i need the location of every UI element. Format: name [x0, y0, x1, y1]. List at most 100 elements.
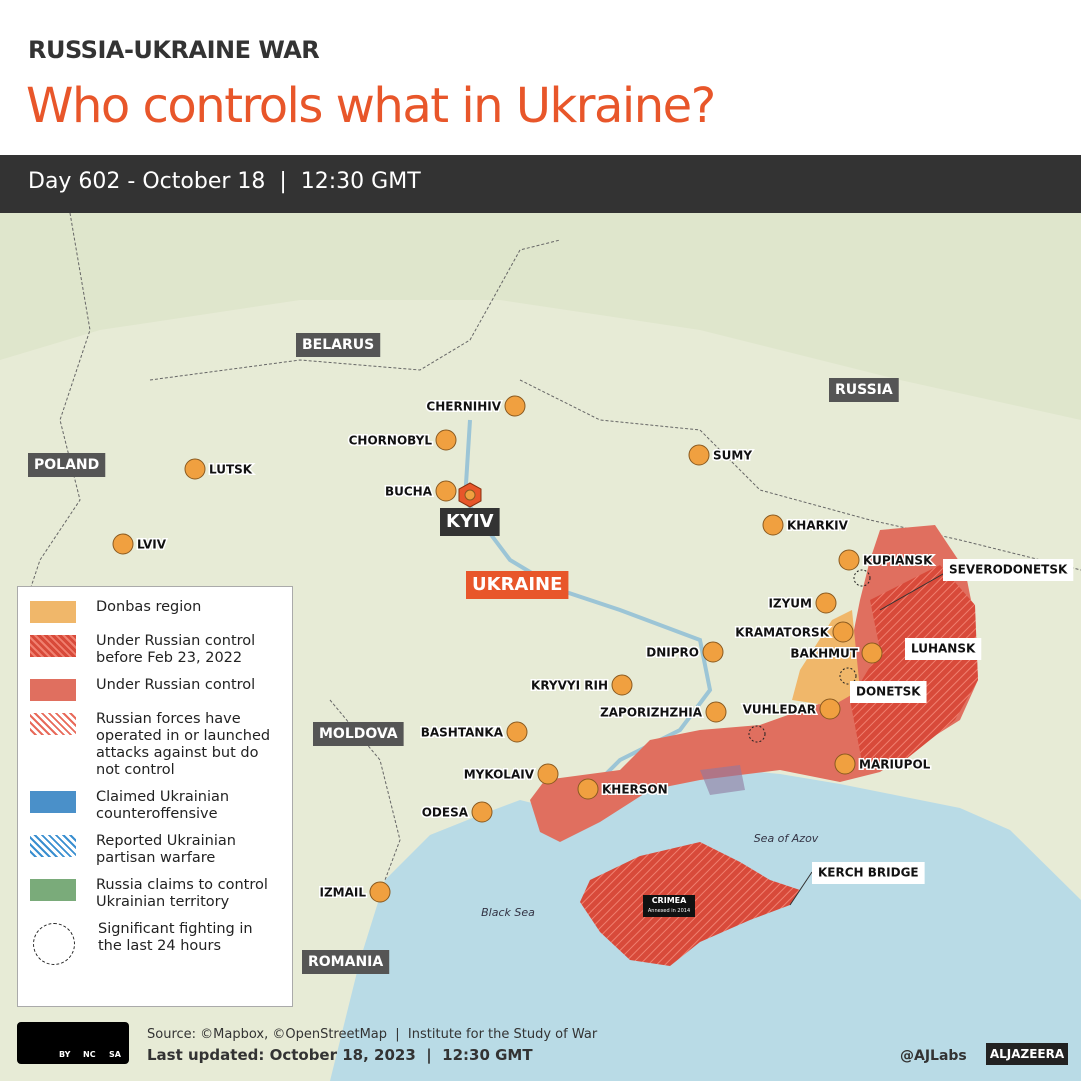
legend-swatch: [30, 635, 76, 657]
city-label: BAKHMUT: [790, 647, 858, 661]
legend-item: Significant fighting in the last 24 hour…: [30, 921, 280, 965]
country-label: RUSSIA: [835, 382, 893, 398]
leader-line: [789, 871, 813, 906]
legend-swatch: [30, 791, 76, 813]
license-label: NC: [83, 1050, 96, 1059]
legend-text: Under Russian control before Feb 23, 202…: [96, 633, 256, 666]
city-label: CHERNIHIV: [426, 400, 501, 414]
labels: CHERNIHIV CHORNOBYL LUTSK SUMY BUCHA LVIV KHAR…: [28, 333, 1074, 974]
legend-swatch: [30, 679, 76, 701]
header: RUSSIA-UKRAINE WAR Who controls what in …: [0, 0, 1081, 155]
pre-2022-area: [850, 565, 978, 762]
border: [149, 239, 1081, 571]
title: Who controls what in Ukraine?: [26, 78, 716, 134]
boxed-label-box: [850, 681, 927, 703]
city-label: IZMAIL: [319, 886, 366, 900]
city-dot: [838, 549, 860, 571]
city-label: MARIUPOL: [859, 758, 931, 772]
capital-label: KYIV: [446, 511, 494, 532]
city-label: ZAPORIZHZHIA: [600, 706, 703, 720]
sea-label: Black Sea: [481, 906, 535, 919]
city-label: MYKOLAIV: [464, 768, 535, 782]
country-label: MOLDOVA: [319, 726, 398, 742]
legend-text: Under Russian control: [96, 677, 256, 693]
country-label: BELARUS: [302, 337, 374, 353]
legend-swatch: [30, 713, 76, 735]
city-label: KHERSON: [602, 783, 668, 797]
city-label: LUTSK: [209, 463, 253, 477]
boxed-label-box: [905, 638, 982, 660]
country-label-box: [302, 950, 390, 974]
city-dot: [435, 480, 457, 502]
country-label-box: [313, 722, 404, 746]
legend-item: Reported Ukrainian partisan warfare: [30, 833, 280, 867]
city-label: IZYUM: [768, 597, 812, 611]
city-label: LVIV: [137, 538, 167, 552]
city-dot: [537, 763, 559, 785]
country-label-box: [28, 453, 106, 477]
country-main: UKRAINE: [472, 574, 562, 595]
city-dot: [832, 621, 854, 643]
legend-swatch: [30, 835, 76, 857]
legend-item: Russia claims to control Ukrainian terri…: [30, 877, 280, 911]
brand: ALJAZEERA: [986, 1043, 1068, 1065]
legend-item: Claimed Ukrainian counteroffensive: [30, 789, 280, 823]
city-label: KUPIANSK: [863, 554, 933, 568]
legend-text: Russia claims to control Ukrainian terri…: [96, 877, 268, 910]
city-dot: [577, 778, 599, 800]
country-label-box: [829, 378, 899, 402]
fighting-marker: [748, 725, 766, 743]
boxed-label-box: [943, 559, 1074, 581]
city-dot: [762, 514, 784, 536]
legend-item: Under Russian control before Feb 23, 202…: [30, 633, 280, 667]
boxed-label: SEVERODONETSK: [949, 563, 1068, 577]
leader-line: [879, 569, 951, 611]
crimea-note: Annexed in 2014: [648, 908, 690, 914]
city-dot: [702, 641, 724, 663]
city-label: BASHTANKA: [421, 726, 504, 740]
country-main-box: [466, 571, 569, 599]
lake: [700, 765, 745, 795]
country-label-box: [296, 333, 381, 357]
sea-label: Sea of Azov: [754, 832, 819, 845]
city-dot: [112, 533, 134, 555]
city-dot: [819, 698, 841, 720]
border: [329, 699, 401, 881]
city-dot: [184, 458, 206, 480]
boxed-label: LUHANSK: [911, 642, 976, 656]
city-label: ODESA: [422, 806, 469, 820]
license-label: BY: [59, 1050, 71, 1059]
legend-text: Reported Ukrainian partisan warfare: [96, 833, 236, 866]
city-dot: [705, 701, 727, 723]
forest-area: [0, 213, 1081, 420]
fighting-marker: [839, 667, 857, 685]
city-label: VUHLEDAR: [743, 703, 816, 717]
city-dot: [506, 721, 528, 743]
city-dot: [435, 429, 457, 451]
country-label: ROMANIA: [308, 954, 383, 970]
kicker: RUSSIA-UKRAINE WAR: [28, 36, 320, 64]
capital-label-box: [440, 508, 500, 536]
legend-swatch: [30, 879, 76, 901]
legend-item: Russian forces have operated in or launc…: [30, 711, 280, 779]
legend-item: Donbas region: [30, 599, 280, 623]
country-label: POLAND: [34, 457, 99, 473]
date-bar: Day 602 - October 18 | 12:30 GMT: [0, 155, 1081, 213]
crimea-box: [643, 895, 695, 917]
license-label: SA: [109, 1050, 121, 1059]
legend-swatch: [30, 601, 76, 623]
city-dot: [815, 592, 837, 614]
city-label: CHORNOBYL: [349, 434, 433, 448]
crimea-label: CRIMEA: [652, 896, 687, 905]
city-label: BUCHA: [385, 485, 433, 499]
capital-dot: [464, 489, 476, 501]
city-dot: [504, 395, 526, 417]
legend-text: Claimed Ukrainian counteroffensive: [96, 789, 230, 822]
city-label: DNIPRO: [646, 646, 699, 660]
legend-text: Russian forces have operated in or launc…: [96, 711, 271, 778]
city-dot: [688, 444, 710, 466]
city-dot: [369, 881, 391, 903]
legend-item: Under Russian control: [30, 677, 280, 701]
boxed-label: DONETSK: [856, 685, 921, 699]
fighting-marker: [853, 569, 871, 587]
